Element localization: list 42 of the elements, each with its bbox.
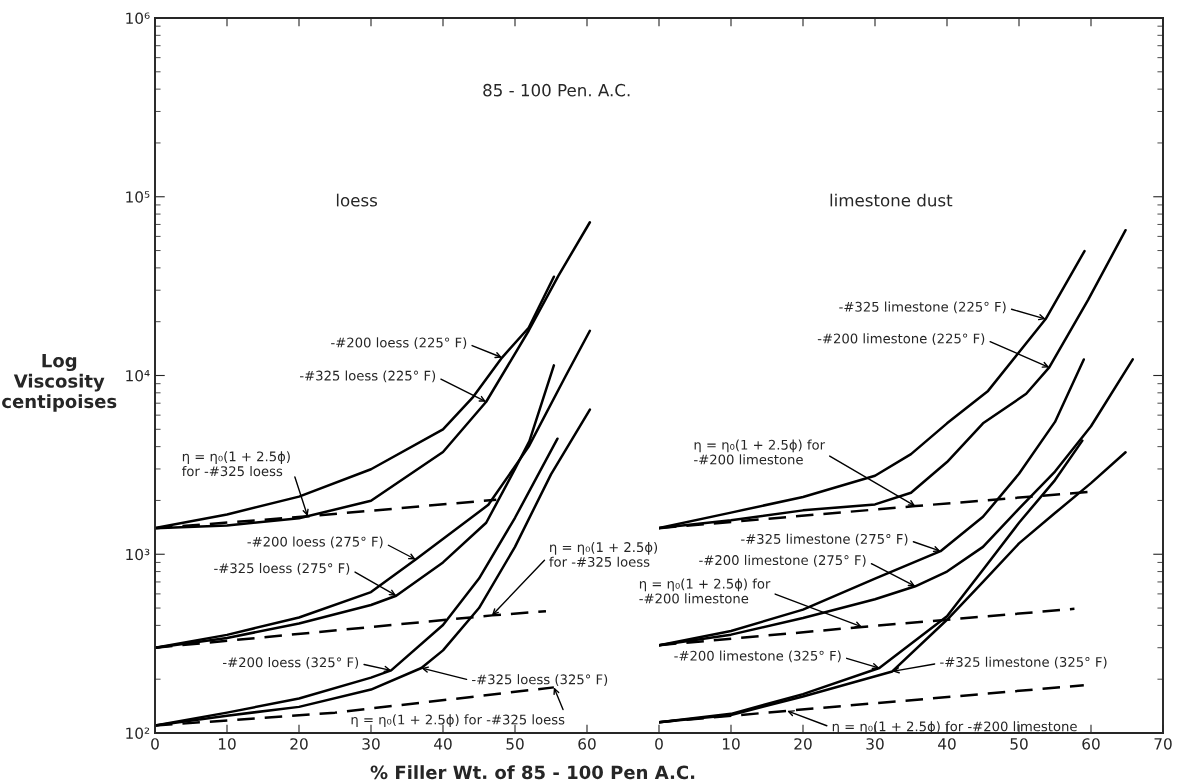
- annotation: -#325 loess (275° F): [214, 562, 350, 575]
- annotation: -#200 loess (225° F): [331, 337, 467, 350]
- y-axis-title: Log Viscosity centipoises: [2, 354, 117, 412]
- text: loess: [336, 193, 378, 207]
- x-tick-label: 70: [1154, 738, 1172, 750]
- x-tick-label: 0: [151, 738, 159, 750]
- annotation: -#200 loess (325° F): [223, 657, 359, 669]
- annotation: -#325 limestone (275° F): [741, 533, 908, 546]
- x-tick-label: 40: [938, 738, 956, 750]
- text: limestone dust: [830, 193, 953, 207]
- y-tick-label: 10³: [126, 548, 150, 561]
- x-tick-label: 30: [866, 738, 884, 750]
- x-tick-label: 20: [794, 738, 812, 750]
- x-tick-label: 40: [434, 738, 452, 750]
- annotation: -#325 loess (225° F): [299, 370, 436, 383]
- x-tick-label: 0: [655, 738, 663, 750]
- x-tick-label: 10: [218, 738, 236, 750]
- annotation: -#200 limestone (325° F): [674, 650, 841, 663]
- y-tick-label: 10⁵: [126, 191, 150, 203]
- y-tick-label: 10⁶: [126, 12, 150, 25]
- annotation: η = η₀(1 + 2.5ϕ) for -#325 loess: [351, 714, 565, 728]
- y-tick-label: 10²: [126, 727, 150, 740]
- x-axis-title: % Filler Wt. of 85 - 100 Pen A.C.: [370, 765, 695, 780]
- x-tick-label: 10: [722, 738, 740, 750]
- x-tick-label: 50: [1010, 738, 1028, 750]
- annotation: -#325 limestone (225° F): [839, 301, 1006, 314]
- x-tick-label: 50: [506, 738, 524, 750]
- annotation: -#325 limestone (325° F): [940, 656, 1107, 669]
- annotation: -#200 loess (275° F): [247, 536, 383, 549]
- x-tick-label: 30: [362, 738, 380, 750]
- x-tick-label: 60: [1082, 738, 1100, 750]
- annotation: -#200 limestone (275° F): [699, 554, 866, 567]
- x-tick-label: 20: [290, 738, 308, 750]
- annotation: η = η₀(1 + 2.5ϕ) for -#200 limestone: [639, 578, 771, 604]
- annotation: η = η₀(1 + 2.5ϕ) for -#325 loess: [549, 541, 658, 567]
- annotation: -#200 limestone (225° F): [817, 333, 985, 345]
- annotation: η = η₀(1 + 2.5ϕ) for -#325 loess: [182, 451, 290, 477]
- y-tick-label: 10⁴: [126, 369, 150, 382]
- annotation: -#325 loess (325° F): [472, 674, 608, 686]
- x-tick-label: 60: [578, 738, 596, 750]
- annotation: η = η₀(1 + 2.5ϕ) for -#200 limestone: [694, 439, 826, 465]
- text: 85 - 100 Pen. A.C.: [483, 83, 630, 97]
